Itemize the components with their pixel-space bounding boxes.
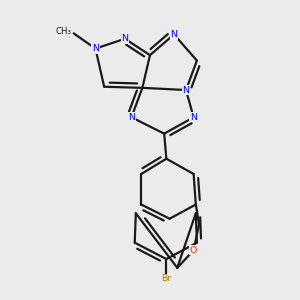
Text: N: N (182, 85, 190, 94)
Text: CH₃: CH₃ (55, 27, 71, 36)
Text: N: N (190, 113, 197, 122)
Text: O: O (190, 246, 197, 255)
Text: Br: Br (161, 274, 172, 283)
Text: N: N (128, 113, 135, 122)
Text: N: N (92, 44, 99, 53)
Text: N: N (122, 34, 128, 43)
Text: N: N (170, 30, 178, 39)
